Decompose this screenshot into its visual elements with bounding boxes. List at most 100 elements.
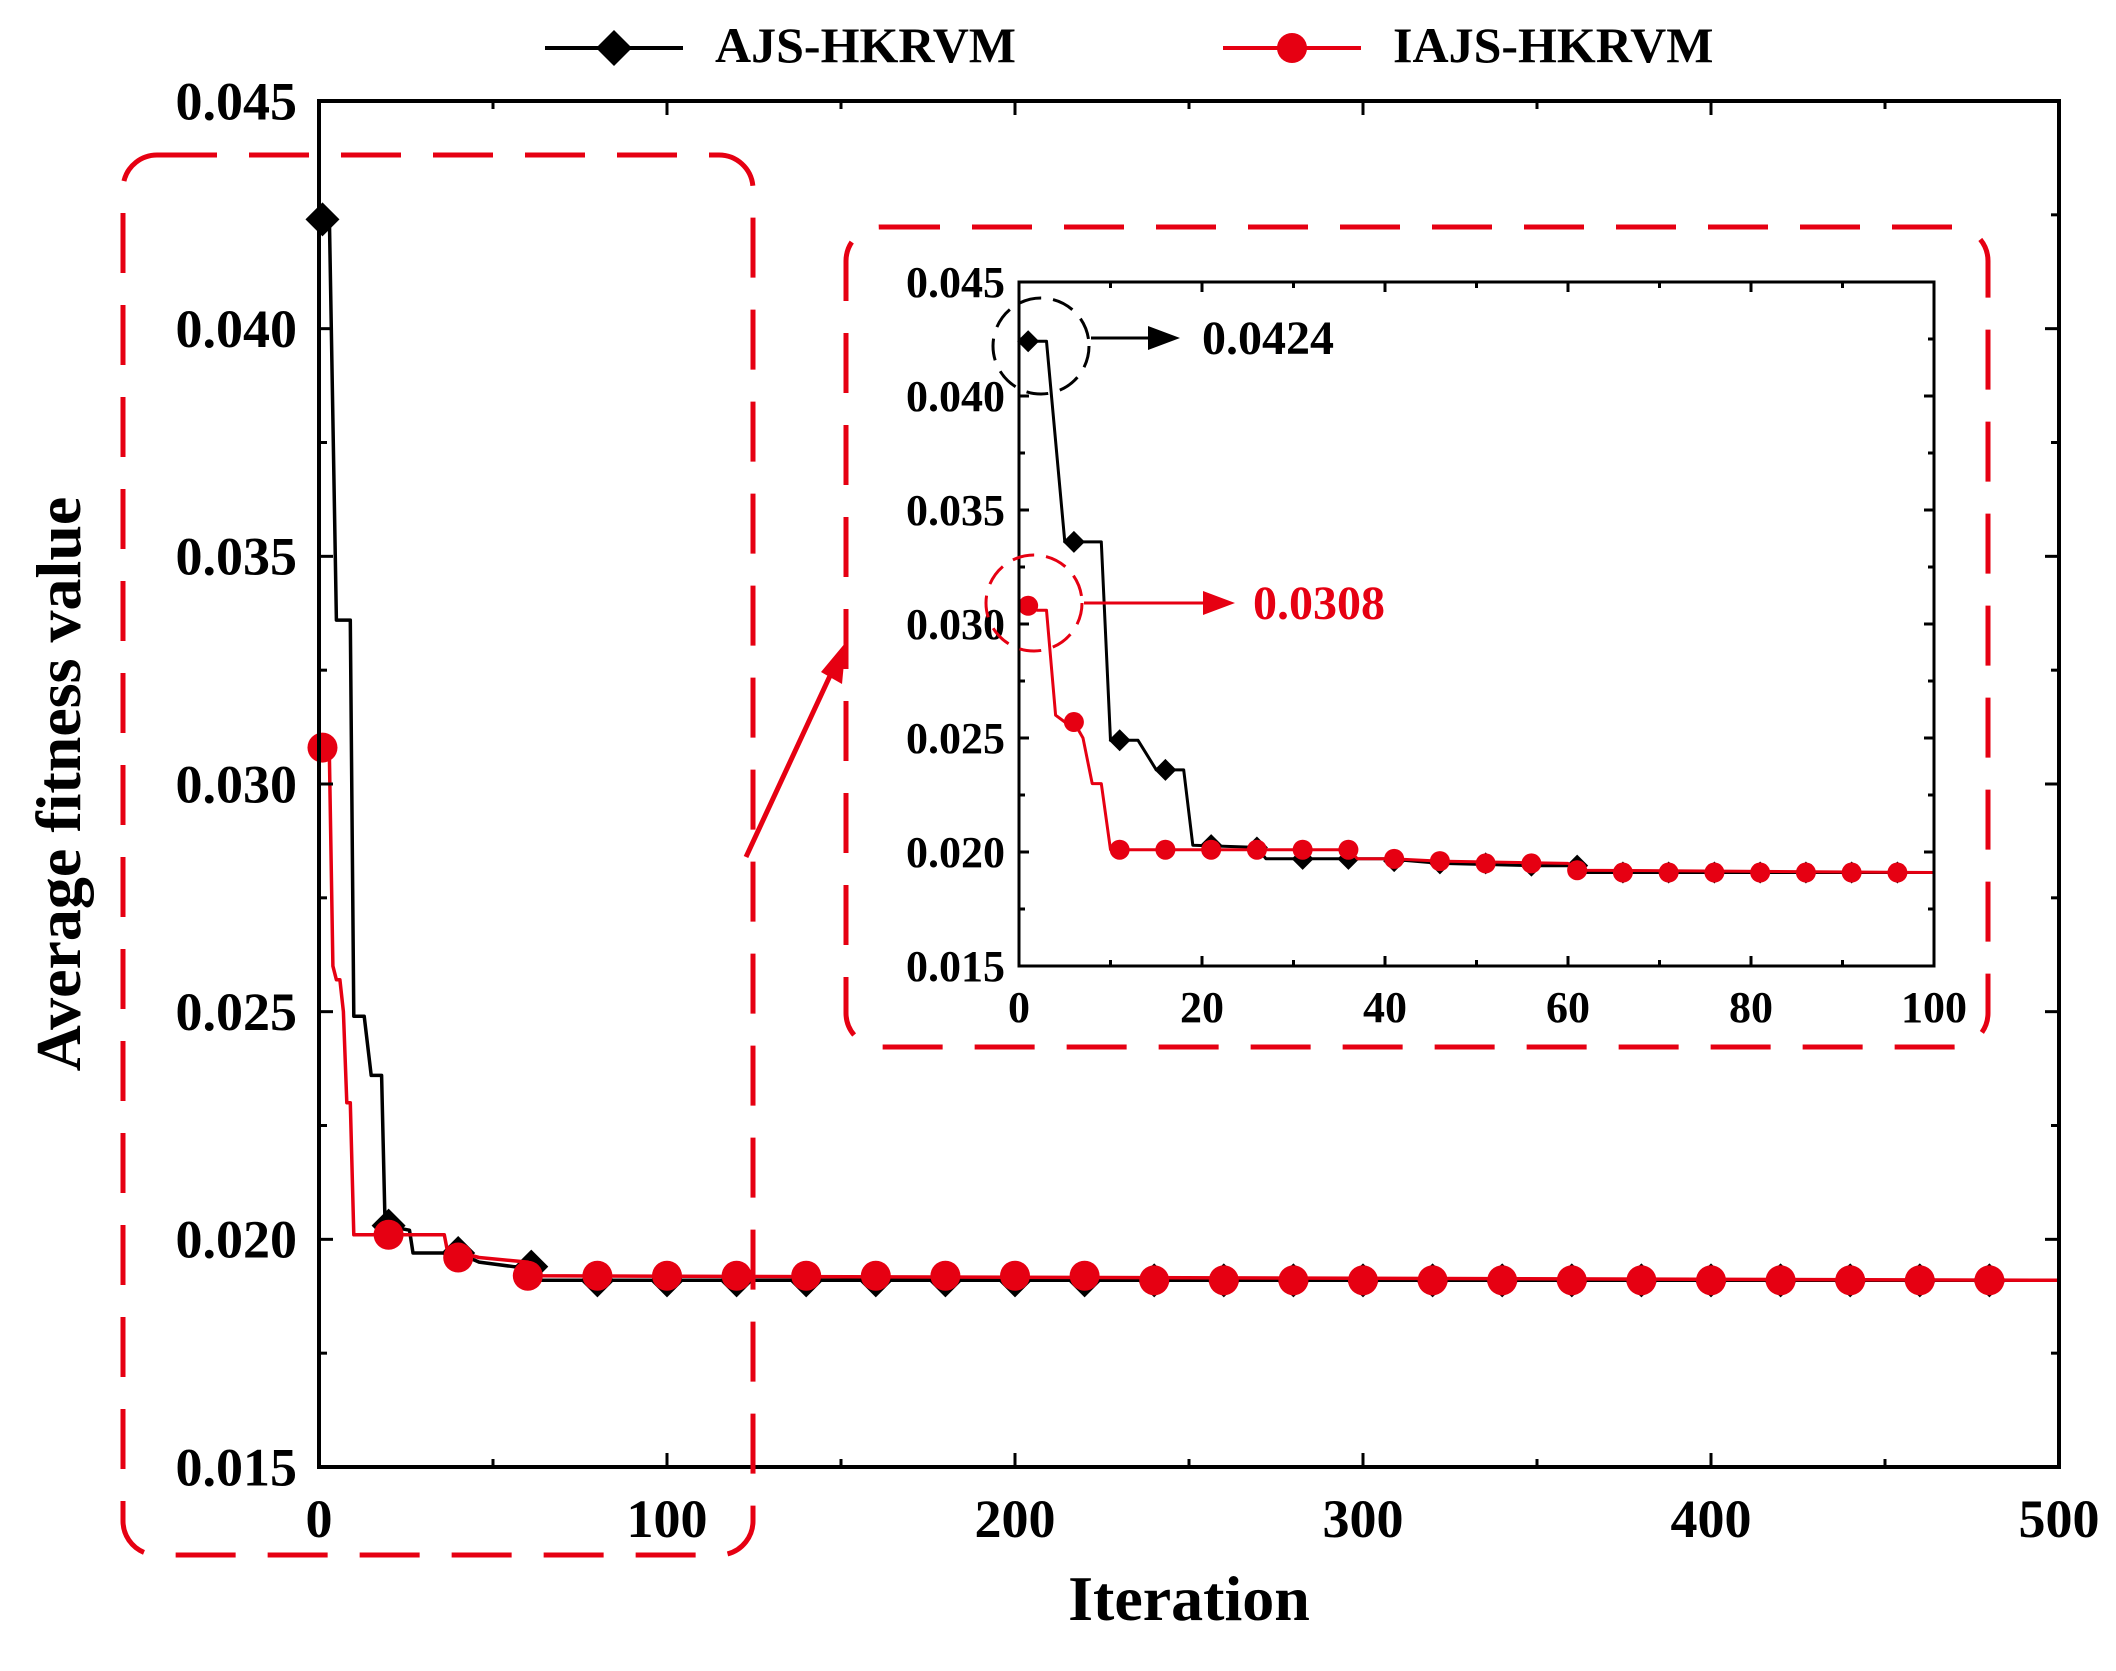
y-tick-label: 0.025 xyxy=(176,982,298,1042)
data-point-iajs-hkrvm xyxy=(1887,862,1908,883)
data-point-iajs-hkrvm xyxy=(1835,1265,1866,1296)
legend-item-iajs: IAJS-HKRVM xyxy=(1223,17,1713,73)
data-point-iajs-hkrvm xyxy=(1658,862,1679,883)
data-point-iajs-hkrvm xyxy=(1567,860,1588,881)
annotation-label-iajs: 0.0308 xyxy=(1253,577,1385,630)
annotation-circle-ajs xyxy=(991,296,1091,396)
y-tick-label: 0.040 xyxy=(176,299,298,359)
data-point-ajs-hkrvm xyxy=(1154,758,1177,781)
data-point-iajs-hkrvm xyxy=(1556,1265,1587,1296)
data-point-iajs-hkrvm xyxy=(373,1219,404,1250)
data-point-iajs-hkrvm xyxy=(1338,839,1359,860)
data-point-ajs-hkrvm xyxy=(1062,530,1085,553)
legend: AJS-HKRVM IAJS-HKRVM xyxy=(545,17,1713,73)
annotation-arrow-head-iajs xyxy=(1203,591,1235,615)
inset-series-group xyxy=(1017,330,1935,884)
data-point-iajs-hkrvm xyxy=(791,1260,822,1291)
y-tick-label: 0.035 xyxy=(176,527,298,587)
data-point-iajs-hkrvm xyxy=(1109,839,1130,860)
data-point-iajs-hkrvm xyxy=(1292,839,1313,860)
y-tick-label: 0.015 xyxy=(176,1437,298,1497)
data-point-iajs-hkrvm xyxy=(721,1260,752,1291)
zoom-arrow xyxy=(743,642,846,859)
data-point-iajs-hkrvm xyxy=(1795,862,1816,883)
x-tick-label: 100 xyxy=(1901,983,1967,1032)
data-point-iajs-hkrvm xyxy=(1063,712,1084,733)
data-point-iajs-hkrvm xyxy=(443,1242,474,1273)
y-tick-label: 0.030 xyxy=(906,600,1005,649)
data-point-iajs-hkrvm xyxy=(1000,1260,1030,1291)
data-point-iajs-hkrvm xyxy=(582,1260,613,1291)
data-point-iajs-hkrvm xyxy=(1487,1265,1518,1296)
main-series-group xyxy=(305,202,2060,1298)
data-point-iajs-hkrvm xyxy=(1208,1265,1239,1296)
data-point-iajs-hkrvm xyxy=(1069,1260,1100,1291)
data-point-iajs-hkrvm xyxy=(860,1260,891,1291)
inset-plot: 0 20 40 60 80 100 0.015 0.020 0.025 0.030 0.035 0.0… xyxy=(906,258,1967,1032)
y-tick-label: 0.025 xyxy=(906,714,1005,763)
x-tick-label: 40 xyxy=(1363,983,1407,1032)
x-tick-label: 300 xyxy=(1323,1489,1404,1549)
data-point-iajs-hkrvm xyxy=(1521,853,1542,874)
data-point-iajs-hkrvm xyxy=(1429,851,1450,872)
y-tick-label: 0.035 xyxy=(906,486,1005,535)
data-point-iajs-hkrvm xyxy=(1155,839,1176,860)
main-ticks-group: 0 100 200 300 400 500 0.015 0.020 0.025 0.030 0.03… xyxy=(176,71,2100,1549)
x-tick-label: 400 xyxy=(1671,1489,1752,1549)
inset-ticks-group: 0 20 40 60 80 100 0.015 0.020 0.025 0.030 0.035 0.0… xyxy=(906,258,1967,1032)
data-point-iajs-hkrvm xyxy=(1278,1265,1309,1296)
y-tick-label: 0.030 xyxy=(176,754,298,814)
data-point-iajs-hkrvm xyxy=(1139,1265,1170,1296)
data-point-iajs-hkrvm xyxy=(652,1260,682,1291)
data-point-ajs-hkrvm xyxy=(1108,729,1131,752)
legend-item-ajs: AJS-HKRVM xyxy=(545,17,1016,73)
zoom-arrow-head xyxy=(821,642,846,684)
data-point-iajs-hkrvm xyxy=(1704,862,1725,883)
y-tick-label: 0.045 xyxy=(906,258,1005,307)
data-point-iajs-hkrvm xyxy=(1348,1265,1378,1296)
data-point-iajs-hkrvm xyxy=(1612,862,1633,883)
data-point-iajs-hkrvm xyxy=(1765,1265,1796,1296)
data-point-iajs-hkrvm xyxy=(1696,1265,1726,1296)
data-point-ajs-hkrvm xyxy=(305,202,340,237)
legend-label-ajs: AJS-HKRVM xyxy=(715,17,1016,73)
y-axis-title: Average fitness value xyxy=(23,497,94,1072)
data-point-iajs-hkrvm xyxy=(930,1260,961,1291)
y-tick-label: 0.015 xyxy=(906,942,1005,991)
x-tick-label: 80 xyxy=(1729,983,1773,1032)
zoom-region-box xyxy=(120,152,756,1558)
x-axis-title: Iteration xyxy=(1068,1563,1310,1634)
x-tick-label: 100 xyxy=(627,1489,708,1549)
annotation-max-iajs: 0.0308 xyxy=(984,553,1385,653)
x-tick-label: 200 xyxy=(975,1489,1056,1549)
annotation-circle-iajs xyxy=(984,553,1084,653)
data-point-iajs-hkrvm xyxy=(1841,862,1862,883)
data-point-iajs-hkrvm xyxy=(1201,839,1222,860)
data-point-iajs-hkrvm xyxy=(1246,839,1267,860)
annotation-max-ajs: 0.0424 xyxy=(991,296,1334,396)
x-tick-label: 0 xyxy=(306,1489,333,1549)
data-point-iajs-hkrvm xyxy=(1904,1265,1935,1296)
annotation-arrow-head-ajs xyxy=(1148,326,1180,350)
data-point-iajs-hkrvm xyxy=(307,732,338,763)
data-point-iajs-hkrvm xyxy=(1750,862,1771,883)
annotation-label-ajs: 0.0424 xyxy=(1202,312,1334,365)
legend-circle-marker xyxy=(1277,33,1307,63)
data-point-iajs-hkrvm xyxy=(1626,1265,1657,1296)
data-point-iajs-hkrvm xyxy=(1974,1265,2005,1296)
x-tick-label: 500 xyxy=(2019,1489,2100,1549)
y-tick-label: 0.020 xyxy=(176,1210,298,1270)
series-line-iajs-hkrvm xyxy=(320,746,2060,1283)
legend-diamond-marker xyxy=(596,30,632,66)
data-point-iajs-hkrvm xyxy=(1475,853,1496,874)
main-plot: 0 100 200 300 400 500 0.015 0.020 0.025 0.030 0.03… xyxy=(23,71,2100,1634)
data-point-ajs-hkrvm xyxy=(1017,330,1040,353)
legend-label-iajs: IAJS-HKRVM xyxy=(1393,17,1713,73)
data-point-iajs-hkrvm xyxy=(1417,1265,1448,1296)
data-point-iajs-hkrvm xyxy=(1384,848,1405,869)
zoom-arrow-line xyxy=(743,663,838,859)
data-point-iajs-hkrvm xyxy=(1018,595,1039,616)
x-tick-label: 20 xyxy=(1180,983,1224,1032)
data-point-iajs-hkrvm xyxy=(512,1260,543,1291)
